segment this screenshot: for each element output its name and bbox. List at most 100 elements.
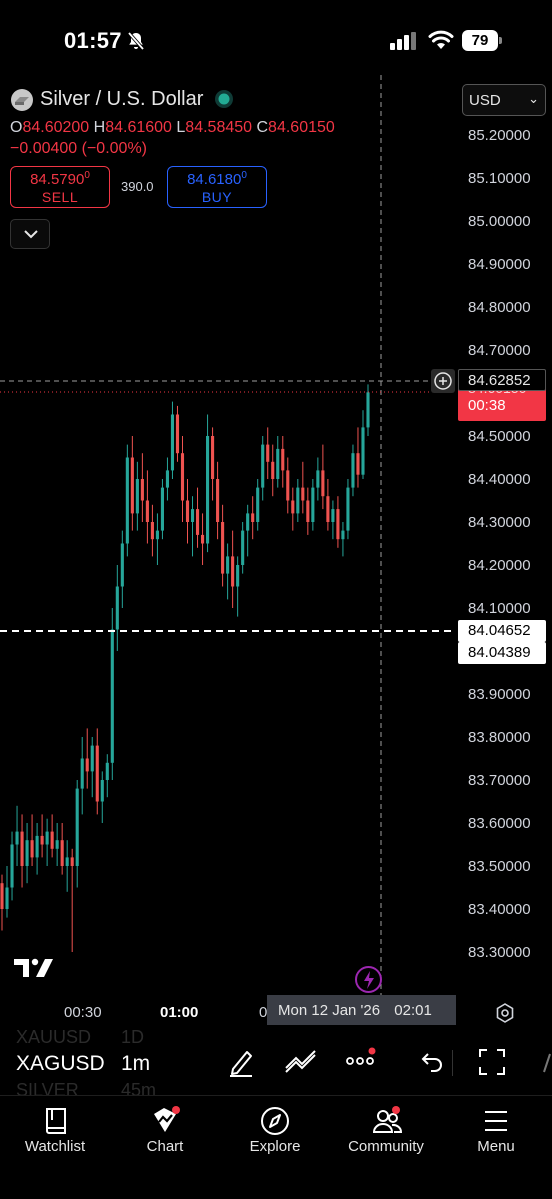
candle-body — [281, 448, 285, 471]
book-icon — [46, 1108, 66, 1134]
compass-icon — [261, 1107, 289, 1135]
low-key: L — [176, 119, 186, 136]
candle-body — [0, 883, 4, 909]
price-axis-label: 84.20000 — [468, 557, 531, 574]
candle-body — [311, 487, 315, 522]
candle-body — [361, 427, 365, 475]
candle-body — [90, 745, 94, 772]
battery-tip — [499, 37, 502, 44]
candle-body — [165, 470, 170, 488]
market-open-icon — [215, 90, 233, 108]
candle-body — [75, 788, 79, 866]
candle-body — [306, 500, 310, 522]
level-price-label-high: 84.04652 — [458, 620, 546, 642]
lightning-button[interactable] — [355, 966, 382, 993]
candle-body — [100, 780, 104, 802]
price-axis-label: 84.10000 — [468, 600, 531, 617]
chevron-down-icon — [24, 230, 38, 239]
tab-community[interactable]: Community — [331, 1096, 441, 1155]
candle-body — [65, 857, 69, 866]
currency-value: USD — [469, 92, 501, 109]
candle-body — [95, 745, 99, 802]
collapse-legend-button[interactable] — [10, 219, 50, 249]
sell-button[interactable]: 84.57900 SELL — [10, 166, 110, 208]
candle-body — [10, 844, 14, 888]
candle-body — [316, 470, 320, 488]
candlestick-chart[interactable] — [0, 75, 456, 995]
notification-dot — [392, 1106, 400, 1114]
candle-body — [356, 453, 360, 475]
wifi-icon — [428, 30, 454, 49]
candle-body — [226, 556, 230, 574]
price-axis-label: 84.70000 — [468, 342, 531, 359]
add-alert-button[interactable] — [431, 369, 455, 393]
tab-menu[interactable]: Menu — [441, 1096, 551, 1155]
price-axis-label: 83.90000 — [468, 686, 531, 703]
bell-muted-icon — [127, 31, 145, 51]
chart-settings-icon[interactable] — [494, 1002, 516, 1024]
cellular-signal-icon — [390, 32, 416, 50]
candle-body — [301, 487, 305, 501]
candle-body — [261, 444, 265, 488]
buy-price-sup: 0 — [241, 170, 247, 181]
candle-body — [5, 887, 9, 909]
candle-body — [25, 840, 29, 866]
candle-body — [321, 470, 325, 497]
tab-explore[interactable]: Explore — [220, 1096, 330, 1155]
price-axis-label: 83.40000 — [468, 901, 531, 918]
candle-body — [206, 436, 210, 544]
candle-body — [175, 414, 180, 454]
candle-body — [366, 392, 370, 428]
ghost-interval: 1D — [121, 1027, 145, 1047]
sell-label: SELL — [41, 189, 79, 205]
level-price-label-low: 84.04389 — [458, 642, 546, 664]
candle-body — [331, 509, 335, 522]
fullscreen-icon[interactable] — [478, 1048, 506, 1076]
candle-body — [85, 758, 89, 772]
high-key: H — [93, 119, 106, 136]
price-axis-label: 84.40000 — [468, 471, 531, 488]
status-time: 01:57 — [64, 28, 122, 53]
time-axis-label: 00:30 — [64, 1004, 102, 1021]
trendline-tools-icon[interactable] — [284, 1048, 318, 1074]
price-axis-label: 83.60000 — [468, 815, 531, 832]
price-axis-label: 83.30000 — [468, 944, 531, 961]
silver-logo-icon — [11, 89, 33, 111]
candle-body — [246, 513, 250, 531]
symbol-selector[interactable]: XAGUSD — [16, 1052, 105, 1075]
undo-icon[interactable] — [420, 1051, 444, 1073]
open-key: O — [10, 119, 23, 136]
currency-select[interactable]: USD ⌄ — [462, 84, 546, 116]
partial-toolbar-icon[interactable] — [540, 1052, 552, 1074]
candle-body — [236, 565, 240, 587]
candle-body — [221, 522, 225, 574]
bar-countdown: 00:38 — [468, 397, 506, 414]
candle-body — [336, 509, 340, 540]
interval-selector[interactable]: 1m — [121, 1052, 151, 1075]
time-axis-label: 0 — [259, 1004, 268, 1021]
crosshair-price-label: 84.62852 — [458, 369, 546, 391]
crosshair-date-label: Mon 12 Jan '26 02:01 — [267, 995, 456, 1025]
more-options-icon[interactable] — [345, 1046, 377, 1074]
close-key: C — [256, 119, 269, 136]
crosshair-time: 02:01 — [394, 1002, 432, 1019]
candle-body — [341, 530, 345, 540]
candle-body — [241, 530, 245, 565]
open-value: 84.60200 — [22, 119, 90, 136]
tab-label: Community — [348, 1138, 424, 1155]
candle-body — [15, 831, 19, 845]
lightning-icon — [364, 971, 374, 989]
candle-body — [286, 470, 290, 501]
candle-body — [150, 522, 154, 540]
symbol-title[interactable]: Silver / U.S. Dollar — [40, 88, 204, 110]
tab-watchlist[interactable]: Watchlist — [0, 1096, 110, 1155]
candle-body — [140, 479, 144, 501]
buy-button[interactable]: 84.61800 BUY — [167, 166, 267, 208]
tab-chart[interactable]: Chart — [110, 1096, 220, 1155]
price-axis-label: 84.90000 — [468, 256, 531, 273]
candle-body — [251, 513, 255, 522]
candle-body — [291, 500, 295, 514]
buy-price: 84.6180 — [187, 171, 242, 188]
price-axis-label: 85.20000 — [468, 127, 531, 144]
drawing-pen-icon[interactable] — [227, 1047, 255, 1077]
